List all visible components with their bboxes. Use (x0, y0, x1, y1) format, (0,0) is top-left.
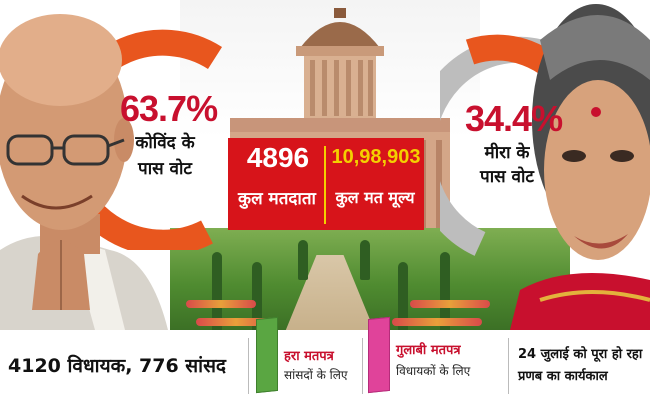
green-ballot-paper (256, 316, 278, 394)
divider (362, 338, 363, 394)
flowerbed (196, 318, 276, 326)
flowerbed (410, 300, 490, 308)
total-voters-label: कुल मतदाता (238, 189, 316, 209)
bottom-strip (0, 330, 650, 400)
divider (508, 338, 509, 394)
electorate-box (228, 138, 424, 230)
kovind-vote-ring (95, 29, 222, 250)
total-vote-value-label: कुल मत मूल्य (335, 188, 415, 207)
kovind-portrait (0, 14, 168, 330)
electorate-divider (324, 146, 326, 224)
tree (440, 252, 450, 332)
tree (360, 240, 370, 280)
tree (252, 262, 262, 332)
kovind-percentage: 63.7% (120, 88, 218, 129)
green-ballot-title: हरा मतपत्र (284, 349, 334, 364)
kovind-label-line1: कोविंद के (135, 133, 195, 153)
green-ballot-subtitle: सांसदों के लिए (284, 368, 348, 382)
tenure-line-2: प्रणब का कार्यकाल (518, 369, 608, 384)
pink-ballot-subtitle: विधायकों के लिए (396, 364, 471, 378)
pink-ballot-title: गुलाबी मतपत्र (396, 343, 461, 358)
meira-label-line1: मीरा के (484, 143, 530, 163)
tenure-line-1: 24 जुलाई को पूरा हो रहा (518, 347, 643, 362)
total-voters-count: 4896 (246, 142, 310, 173)
tree (398, 262, 408, 332)
total-vote-value: 10,98,903 (331, 146, 421, 168)
flowerbed (186, 300, 256, 308)
kovind-ring-share (95, 29, 222, 250)
pink-ballot-paper (368, 316, 390, 394)
garden-lawn (170, 228, 570, 332)
tree (212, 252, 222, 332)
meira-percentage: 34.4% (465, 98, 563, 139)
kovind-label-line2: पास वोट (138, 159, 192, 179)
tree (298, 240, 308, 280)
meira-portrait (510, 4, 650, 330)
legislators-count: 4120 विधायक, 776 सांसद (8, 355, 227, 377)
divider (248, 338, 249, 394)
flowerbed (392, 318, 482, 326)
meira-label-line2: पास वोट (480, 167, 534, 187)
